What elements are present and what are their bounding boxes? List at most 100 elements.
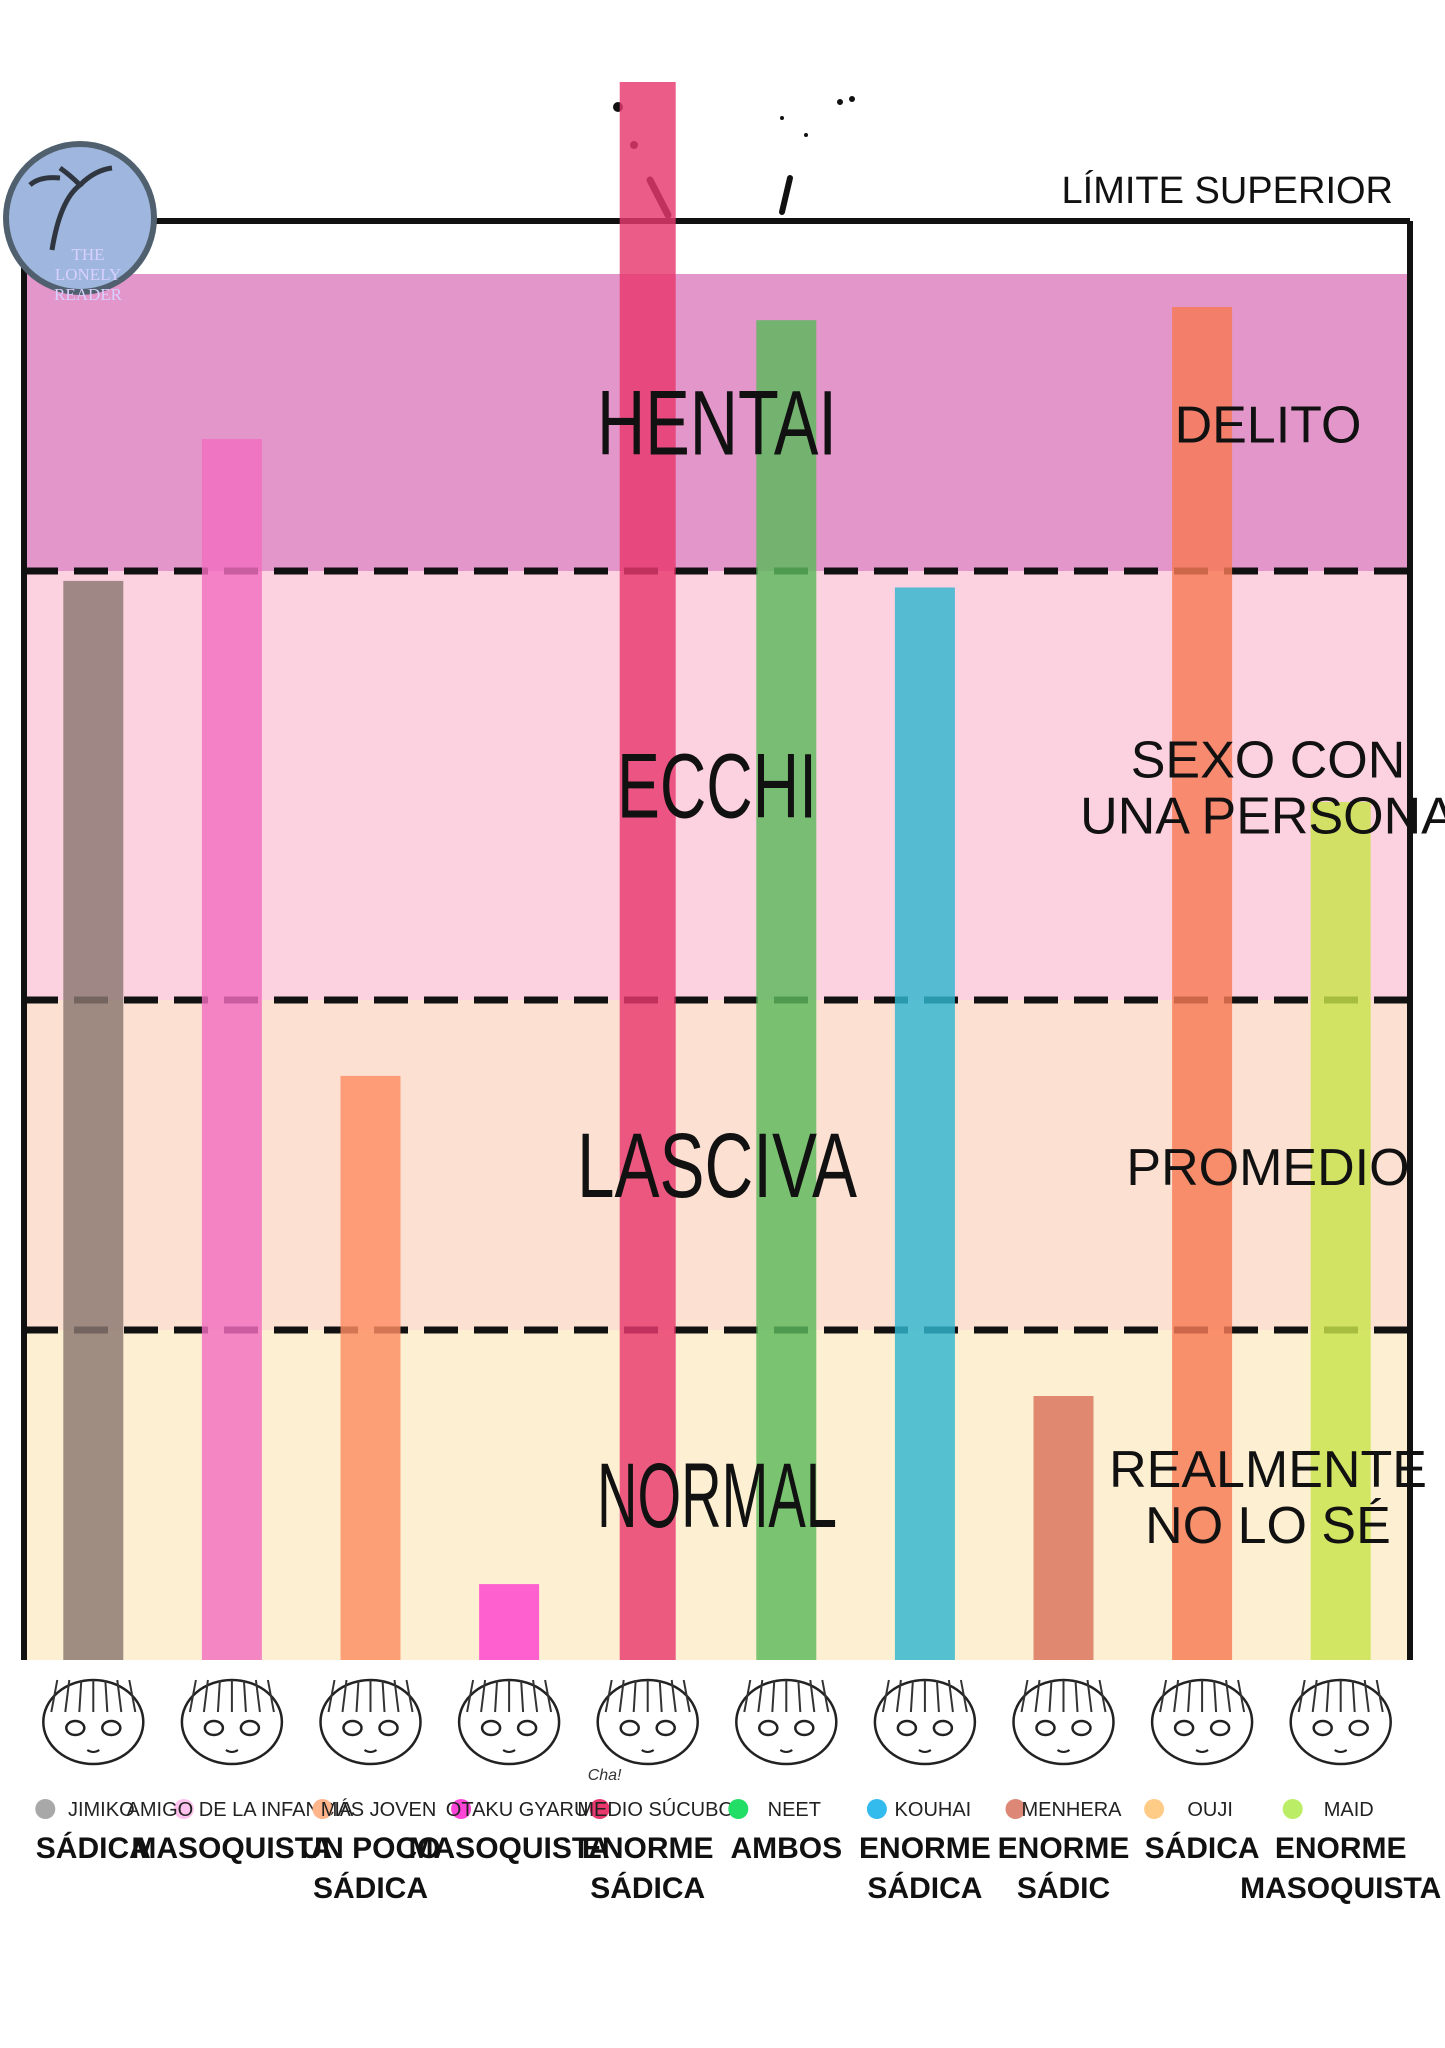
hair-strand <box>1098 1679 1107 1713</box>
hair-strand <box>532 1679 539 1713</box>
hair-strand <box>1375 1679 1384 1713</box>
side-label: PROMEDIO <box>1126 1139 1409 1197</box>
zone-name-lasciva: LASCIVA <box>577 1115 857 1217</box>
zone-name-ecchi: ECCHI <box>617 736 817 838</box>
logo-text: READER <box>54 285 123 304</box>
legend-dot-otaku-gyaru <box>451 1799 472 1819</box>
hair-strand <box>355 1679 360 1713</box>
hair-strand <box>1159 1679 1168 1713</box>
legend-dot-medio-s-cubo <box>589 1799 610 1819</box>
category-name-menhera: MENHERA <box>1021 1799 1122 1821</box>
side-label: NO LO SÉ <box>1145 1497 1391 1555</box>
eye-left <box>65 1719 86 1737</box>
chart-frame <box>21 218 1413 1660</box>
hair-strand <box>341 1679 348 1713</box>
hair-strand <box>771 1679 776 1713</box>
category-name-maid: MAID <box>1324 1799 1374 1821</box>
eye-left <box>1035 1719 1056 1737</box>
eye-left <box>480 1719 502 1737</box>
hair-strand <box>327 1679 336 1713</box>
hair-strand <box>116 1679 123 1713</box>
chibi-face-icon <box>180 1678 284 1766</box>
eye-right <box>1348 1719 1369 1737</box>
category-trait-medio-s-cubo: SÁDICA <box>590 1871 705 1905</box>
mouth <box>1195 1749 1209 1753</box>
category-trait-menhera: SÁDIC <box>1017 1871 1110 1905</box>
category-trait-otaku-gyaru: MASOQUISTA <box>409 1832 610 1865</box>
category-name-m-s-joven: MÁS JOVEN <box>321 1798 437 1821</box>
chibi-face-icon <box>42 1678 145 1766</box>
eye-left <box>1312 1719 1333 1737</box>
logo-text: LONELY <box>55 265 121 284</box>
hair-strand <box>480 1679 487 1713</box>
category-trait-kouhai: ENORME <box>859 1832 991 1865</box>
hair-strand <box>1086 1679 1093 1713</box>
hair-strand <box>1351 1679 1356 1713</box>
side-label: REALMENTE <box>1109 1441 1427 1499</box>
eye-left <box>758 1719 779 1737</box>
category-name-jimiko: JIMIKO <box>68 1799 135 1821</box>
chibi-face-icon <box>319 1678 422 1766</box>
hair-strand <box>393 1679 400 1713</box>
hair-strand <box>809 1679 816 1713</box>
bar-ouji <box>1172 307 1233 1660</box>
hair-strand <box>1325 1679 1330 1713</box>
bar-otaku-gyaru <box>479 1584 540 1660</box>
hair-strand <box>797 1679 802 1713</box>
hair-strand <box>104 1679 109 1713</box>
mouth <box>918 1749 932 1753</box>
hair-strand <box>128 1679 137 1713</box>
bar-kouhai <box>894 587 955 1660</box>
mouth <box>641 1749 655 1753</box>
eye-right <box>378 1719 399 1737</box>
hair-strand <box>242 1679 247 1713</box>
hair-strand <box>821 1679 830 1713</box>
hair-strand <box>1173 1679 1180 1713</box>
mouth <box>1334 1749 1348 1753</box>
legend-dot-jimiko <box>35 1799 56 1819</box>
hair-strand <box>1237 1679 1246 1713</box>
legend-dot-maid <box>1282 1799 1303 1819</box>
eye-right <box>794 1719 815 1737</box>
burst-dot <box>837 99 843 105</box>
eye-right <box>1071 1719 1092 1737</box>
chibi-face-icon <box>1289 1678 1392 1766</box>
hair-strand <box>632 1679 637 1713</box>
bar-neet <box>756 320 817 1661</box>
category-name-medio-s-cubo: MEDIO SÚCUBO <box>577 1798 734 1821</box>
category-trait-jimiko: SÁDICA <box>36 1831 151 1865</box>
chibi-face-icon <box>873 1678 977 1766</box>
eye-right <box>1209 1719 1231 1737</box>
hair-strand <box>466 1679 475 1713</box>
zone-name-hentai: HENTAI <box>597 373 837 475</box>
eye-left <box>619 1719 640 1737</box>
hair-strand <box>1363 1679 1370 1713</box>
zone-labels: NORMAL LASCIVA ECCHI HENTAI <box>577 373 857 1548</box>
legend-dot-kouhai <box>866 1799 887 1819</box>
hair-strand <box>405 1679 414 1713</box>
hair-strand <box>254 1679 261 1713</box>
bar-m-s-joven <box>340 1075 401 1660</box>
chibi-face-icon <box>735 1678 838 1766</box>
hair-strand <box>202 1679 209 1713</box>
hair-strand <box>78 1679 83 1713</box>
hair-strand <box>1048 1679 1053 1713</box>
bar-menhera <box>1033 1396 1094 1660</box>
eye-right <box>239 1719 261 1737</box>
eye-right <box>932 1719 954 1737</box>
side-label: DELITO <box>1175 397 1362 455</box>
hair-strand <box>757 1679 764 1713</box>
hair-strand <box>1297 1679 1306 1713</box>
hair-strand <box>959 1679 968 1713</box>
upper-limit-label: LÍMITE SUPERIOR <box>1062 169 1394 212</box>
eye-left <box>1173 1719 1195 1737</box>
burst-stroke <box>779 175 793 215</box>
mouth <box>779 1749 793 1753</box>
burst-dot <box>849 96 855 102</box>
category-name-neet: NEET <box>768 1799 821 1821</box>
eye-right <box>516 1719 538 1737</box>
hair-strand <box>604 1679 613 1713</box>
hair-strand <box>520 1679 525 1713</box>
hair-strand <box>1187 1679 1192 1713</box>
